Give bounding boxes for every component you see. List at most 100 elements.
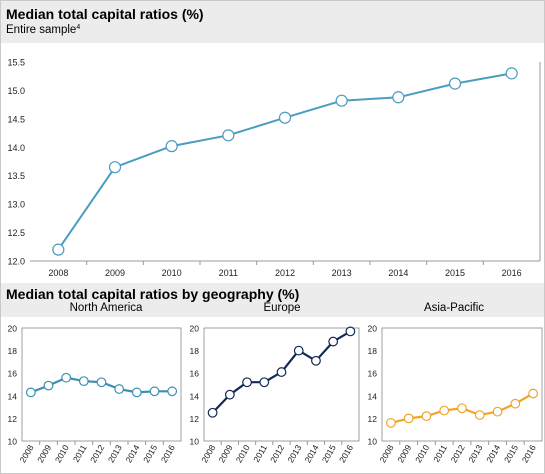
europe-data-point	[293, 345, 304, 356]
north-america-x-tick-label: 2009	[35, 443, 53, 465]
europe-x-tick-label: 2015	[320, 443, 338, 465]
north-america-plot-frame	[21, 327, 182, 442]
entire-y-tick-label: 12.5	[7, 228, 25, 238]
entire-x-tick-label: 2013	[332, 268, 352, 278]
europe-x-tick-label: 2010	[234, 443, 252, 465]
europe-plot-frame	[203, 327, 360, 442]
main-title: Median total capital ratios (%)	[6, 6, 204, 22]
title-band	[1, 1, 544, 43]
europe-data-point	[311, 355, 321, 366]
asia-pacific-y-tick-label: 18	[368, 346, 378, 356]
asia-pacific-data-point	[528, 388, 539, 399]
entire-sample-chart: 12.0 12.5 13.0 13.5 14.0 14.5 15.0 15.5 2008 2009…	[7, 58, 541, 278]
europe-data-point	[242, 377, 252, 388]
asia-pacific-y-tick-label: 14	[368, 391, 378, 401]
north-america-y-tick-label: 10	[8, 437, 18, 447]
europe-x-tick-label: 2012	[268, 443, 286, 465]
asia-pacific-data-point	[385, 418, 396, 428]
entire-x-tick-label: 2008	[48, 268, 68, 278]
entire-data-point	[52, 243, 65, 256]
north-america-x-tick-label: 2015	[141, 443, 159, 465]
europe-y-tick-label: 10	[190, 437, 200, 447]
entire-x-tick-label: 2012	[275, 268, 295, 278]
north-america-data-point	[61, 372, 72, 383]
entire-data-point	[108, 161, 122, 174]
north-america-data-point	[78, 376, 89, 387]
north-america-data-point	[43, 380, 54, 391]
europe-x-tick-label: 2016	[337, 443, 355, 465]
entire-y-tick-label: 14.0	[7, 143, 25, 153]
entire-data-point	[505, 67, 518, 80]
entire-y-tick-label: 13.5	[7, 171, 25, 181]
europe-x-tick-label: 2008	[199, 443, 217, 465]
asia-pacific-y-tick-label: 20	[368, 324, 378, 334]
asia-pacific-chart: 10 12 14 16 18 20 2008 2009 2010 2011 2012 2013 2014…	[368, 324, 543, 465]
asia-pacific-x-tick-label: 2009	[395, 443, 413, 465]
asia-pacific-x-tick-label: 2008	[377, 443, 395, 465]
entire-y-tick-label: 15.0	[7, 86, 25, 96]
main-subtitle-footnote: 4	[76, 24, 81, 31]
entire-data-point	[392, 91, 405, 104]
europe-data-point	[259, 377, 270, 388]
entire-x-tick-label: 2014	[388, 268, 408, 278]
asia-pacific-data-point	[439, 405, 450, 416]
europe-data-point	[207, 407, 218, 418]
europe-title: Europe	[263, 302, 301, 314]
north-america-data-point	[114, 384, 125, 394]
asia-pacific-y-tick-label: 10	[368, 437, 378, 447]
asia-pacific-y-tick-label: 12	[368, 414, 378, 424]
north-america-y-tick-label: 12	[8, 414, 18, 424]
europe-chart: 10 12 14 16 18 20 2008 2009 2010 2011 2012 2013 2014…	[190, 324, 360, 465]
north-america-x-tick-label: 2016	[159, 443, 177, 465]
entire-x-tick-label: 2016	[502, 268, 522, 278]
entire-data-point	[222, 129, 235, 142]
europe-data-point	[345, 326, 356, 337]
north-america-data-point	[149, 386, 160, 397]
asia-pacific-x-tick-label: 2014	[484, 443, 502, 465]
asia-pacific-data-point	[492, 406, 503, 417]
entire-x-tick-label: 2009	[105, 268, 125, 278]
entire-data-point	[448, 77, 462, 90]
asia-pacific-data-point	[421, 411, 432, 422]
asia-pacific-y-tick-label: 16	[368, 369, 378, 379]
europe-data-point	[276, 367, 287, 377]
north-america-data-point	[167, 386, 178, 397]
asia-pacific-data-point	[510, 398, 521, 409]
north-america-y-tick-label: 14	[8, 391, 18, 401]
europe-x-tick-label: 2011	[251, 443, 269, 464]
asia-pacific-plot-frame	[381, 327, 543, 442]
geo-title: Median total capital ratios by geography…	[6, 286, 300, 302]
europe-data-point	[224, 389, 235, 400]
north-america-y-tick-label: 18	[8, 346, 18, 356]
north-america-x-tick-label: 2013	[106, 443, 124, 465]
north-america-data-point	[131, 387, 142, 398]
entire-data-point	[278, 111, 292, 124]
entire-y-tick-label: 13.0	[7, 200, 25, 210]
europe-y-tick-label: 14	[190, 391, 200, 401]
asia-pacific-title: Asia-Pacific	[423, 302, 485, 314]
asia-pacific-x-tick-label: 2013	[466, 443, 484, 465]
entire-y-tick-label: 15.5	[7, 58, 25, 68]
europe-y-tick-label: 16	[190, 369, 200, 379]
europe-y-tick-label: 20	[190, 324, 200, 334]
asia-pacific-data-point	[403, 413, 414, 424]
europe-x-tick-label: 2013	[285, 443, 303, 465]
entire-x-tick-label: 2011	[219, 268, 238, 278]
north-america-x-tick-label: 2014	[123, 443, 141, 465]
entire-data-point	[335, 94, 348, 107]
europe-x-tick-label: 2014	[303, 443, 321, 465]
entire-x-tick-label: 2015	[445, 268, 465, 278]
geo-title-band	[1, 283, 544, 317]
entire-y-tick-label: 14.5	[7, 114, 25, 124]
north-america-x-tick-label: 2012	[88, 443, 106, 465]
north-america-data-point	[25, 387, 36, 398]
north-america-x-tick-label: 2011	[71, 443, 89, 464]
asia-pacific-data-point	[474, 410, 485, 420]
europe-y-tick-label: 18	[190, 346, 200, 356]
north-america-x-tick-label: 2008	[17, 443, 35, 465]
europe-x-tick-label: 2009	[216, 443, 234, 465]
entire-y-tick-label: 12.0	[7, 257, 25, 267]
north-america-y-tick-label: 20	[8, 324, 18, 334]
entire-x-tick-label: 2010	[162, 268, 182, 278]
main-subtitle-text: Entire sample	[6, 24, 77, 36]
